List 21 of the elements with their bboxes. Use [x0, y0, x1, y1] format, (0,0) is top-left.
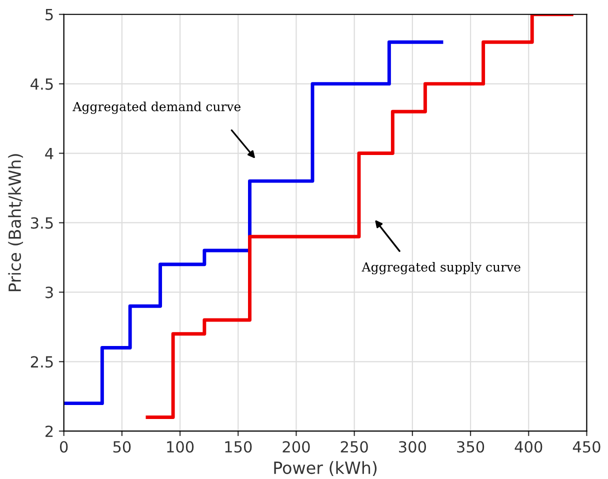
y-tick-label: 4.5: [30, 78, 53, 90]
x-tick-label: 300: [399, 441, 426, 453]
x-tick-label: 150: [225, 441, 252, 453]
x-tick-label: 450: [572, 441, 600, 453]
y-tick-label: 5: [46, 9, 53, 20]
annotation: Aggregated supply curve: [362, 262, 520, 274]
y-tick-label: 4: [45, 148, 54, 160]
x-axis-title: Power (kWh): [274, 461, 377, 476]
x-tick-label: 0: [60, 441, 68, 453]
y-tick-label: 3.5: [30, 217, 53, 229]
x-tick-label: 200: [282, 441, 310, 453]
x-tick-label: 50: [113, 441, 131, 453]
y-tick-label: 2: [46, 426, 53, 437]
y-tick-label: 3: [46, 286, 53, 298]
x-tick-label: 250: [340, 441, 368, 453]
x-tick-label: 350: [457, 441, 484, 453]
annotation: Aggregated demand curve: [72, 102, 241, 114]
y-axis-title: Price (Baht/kWh): [8, 154, 23, 292]
x-tick-label: 100: [167, 441, 194, 453]
x-tick-label: 400: [514, 441, 542, 453]
y-tick-label: 2.5: [30, 356, 53, 368]
